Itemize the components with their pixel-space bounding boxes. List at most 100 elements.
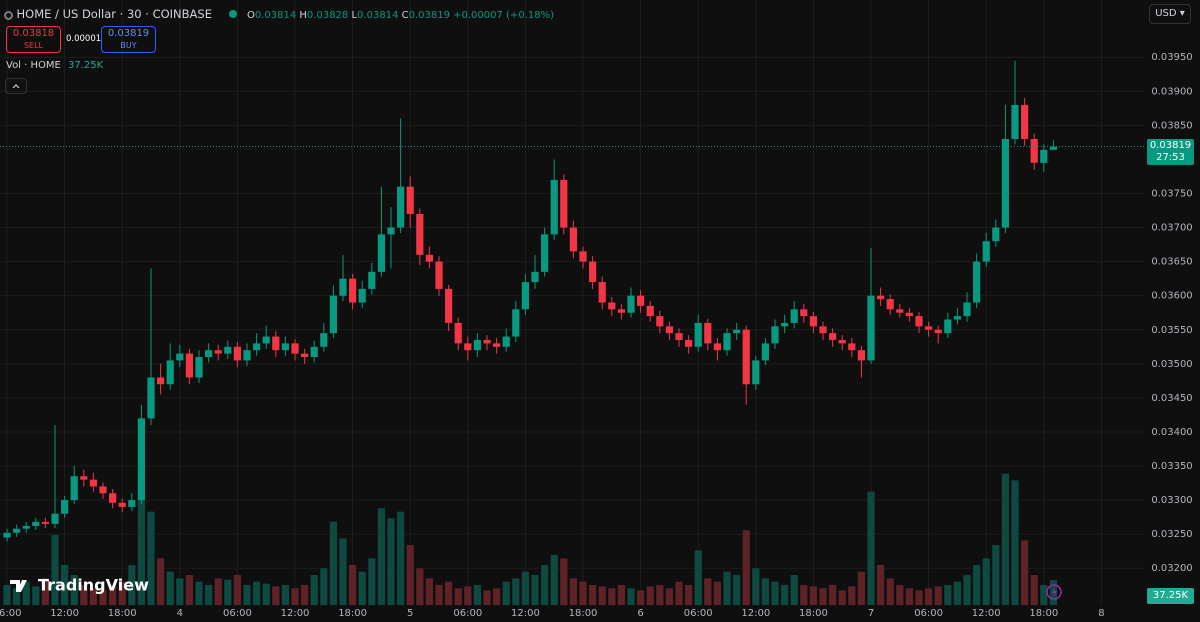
candle-body bbox=[425, 254, 434, 262]
price-tag-countdown: 27:53 bbox=[1156, 152, 1185, 163]
y-tick-label: 0.03700 bbox=[1151, 223, 1192, 234]
candle-body bbox=[22, 525, 30, 529]
candle-body bbox=[397, 186, 405, 228]
candle-body bbox=[896, 309, 904, 313]
candle-body bbox=[627, 295, 635, 313]
candle-body bbox=[665, 326, 674, 334]
volume-bar bbox=[41, 578, 50, 605]
candle-body bbox=[905, 312, 914, 317]
logo-icon bbox=[10, 580, 27, 592]
logo-text: TradingView bbox=[38, 576, 149, 595]
candle-body bbox=[848, 343, 856, 351]
candle-body bbox=[473, 339, 482, 351]
o-label: O bbox=[246, 10, 255, 21]
candle-body bbox=[790, 309, 798, 323]
candle-body bbox=[598, 282, 606, 303]
candle-body bbox=[99, 486, 107, 494]
volume-bar bbox=[944, 585, 952, 605]
symbol-title[interactable]: HOME / US Dollar · 30 · COINBASE bbox=[16, 7, 212, 21]
buy-button[interactable]: 0.03819 BUY bbox=[101, 26, 156, 53]
volume-bar bbox=[857, 571, 866, 605]
candle-body bbox=[166, 360, 174, 385]
volume-bar bbox=[195, 581, 203, 605]
market-status bbox=[229, 10, 238, 18]
volume-bar bbox=[646, 586, 654, 605]
candle-body bbox=[301, 353, 309, 358]
volume-legend-label[interactable]: Vol · HOME bbox=[6, 60, 61, 71]
x-tick-label: 18:00 bbox=[1029, 608, 1058, 619]
candle-body bbox=[214, 350, 222, 354]
buy-price: 0.03819 bbox=[107, 28, 150, 39]
candle-body bbox=[973, 261, 981, 303]
sell-button[interactable]: 0.03818 SELL bbox=[6, 26, 61, 53]
volume-bar bbox=[713, 581, 722, 605]
candle-body bbox=[637, 295, 645, 306]
volume-bar bbox=[387, 518, 395, 605]
spread: 0.00001 bbox=[66, 34, 102, 44]
volume-bar bbox=[454, 588, 462, 605]
candle-body bbox=[358, 288, 366, 303]
candle-body bbox=[579, 251, 587, 262]
candle-body bbox=[147, 377, 155, 419]
candle-body bbox=[1049, 146, 1058, 150]
volume-bar bbox=[982, 558, 990, 605]
x-tick-label: 18:00 bbox=[569, 608, 598, 619]
currency-label: USD bbox=[1155, 8, 1177, 19]
candle-body bbox=[262, 336, 270, 344]
l-value: 0.03814 bbox=[357, 10, 399, 21]
x-tick-label: 06:00 bbox=[453, 608, 482, 619]
candle-body bbox=[809, 316, 818, 327]
x-tick-label: 5 bbox=[407, 608, 413, 619]
price-tag-value: 0.03819 bbox=[1149, 140, 1192, 151]
candle-body bbox=[157, 377, 165, 385]
alert-button[interactable] bbox=[1046, 584, 1062, 600]
volume-bar bbox=[819, 588, 827, 605]
volume-bar bbox=[358, 571, 366, 605]
volume-bar bbox=[886, 578, 894, 605]
volume-bar bbox=[800, 585, 808, 605]
collapse-button[interactable] bbox=[5, 78, 27, 94]
candle-body bbox=[80, 476, 88, 480]
candle-body bbox=[61, 500, 69, 514]
l-label: L bbox=[351, 10, 358, 21]
volume-bar bbox=[589, 585, 597, 605]
x-tick-label: 06:00 bbox=[684, 608, 713, 619]
volume-bar bbox=[435, 585, 443, 605]
candle-body bbox=[733, 329, 741, 334]
volume-bar bbox=[310, 575, 318, 605]
candle-body bbox=[694, 322, 702, 347]
candle-body bbox=[589, 261, 597, 283]
volume-bar bbox=[320, 568, 328, 605]
volume-bar bbox=[896, 585, 904, 605]
candle-body bbox=[1011, 104, 1019, 139]
volume-bar bbox=[790, 575, 798, 605]
candle-body bbox=[310, 346, 318, 358]
candle-body bbox=[569, 227, 578, 252]
y-tick-label: 0.03200 bbox=[1151, 563, 1192, 574]
volume-bar bbox=[3, 585, 11, 605]
volume-bar bbox=[368, 558, 376, 605]
volume-bar bbox=[329, 521, 338, 605]
volume-bar bbox=[185, 575, 194, 605]
volume-bar bbox=[685, 585, 693, 605]
candle-body bbox=[1001, 138, 1010, 228]
candle-body bbox=[41, 521, 50, 524]
volume-bar bbox=[781, 585, 789, 605]
volume-bar bbox=[397, 511, 405, 605]
currency-button[interactable]: USD ▾ bbox=[1149, 4, 1191, 24]
collapse-icon bbox=[12, 84, 20, 89]
volume-bar bbox=[291, 588, 299, 605]
candle-body bbox=[253, 343, 261, 351]
candle-body bbox=[723, 333, 731, 351]
volume-bar bbox=[723, 571, 731, 605]
volume-bar bbox=[339, 538, 347, 605]
price-tag: 0.03819 27:53 bbox=[1147, 139, 1194, 165]
candle-body bbox=[118, 502, 126, 507]
candle-body bbox=[454, 322, 462, 344]
candle-body bbox=[915, 316, 923, 327]
y-tick-label: 0.03650 bbox=[1151, 257, 1192, 268]
volume-bar bbox=[214, 578, 222, 605]
candle-body bbox=[781, 322, 789, 327]
candle-body bbox=[377, 234, 386, 272]
